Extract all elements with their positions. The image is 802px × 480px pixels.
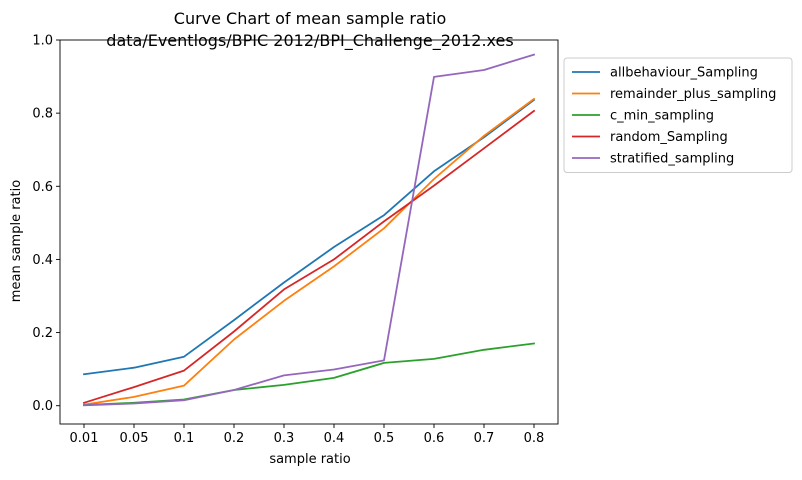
legend-label: c_min_sampling — [610, 109, 714, 124]
x-tick-label: 0.05 — [120, 431, 149, 446]
legend-label: remainder_plus_sampling — [610, 87, 776, 102]
y-tick-label: 0.2 — [32, 326, 53, 341]
chart-title-line1: Curve Chart of mean sample ratio — [174, 9, 446, 28]
x-tick-label: 0.7 — [474, 431, 495, 446]
legend-label: random_Sampling — [610, 130, 728, 145]
y-tick-label: 0.8 — [32, 107, 53, 122]
series-line-c_min_sampling — [83, 342, 536, 406]
x-tick-label: 0.6 — [424, 431, 445, 446]
x-tick-label: 0.8 — [524, 431, 545, 446]
plot-marks: 0.01 0.05 0.1 0.2 0.3 0.4 0.5 0.6 0.7 0.8 0.0 0.2 0.… — [32, 34, 793, 446]
y-tick-label: 0.0 — [32, 399, 53, 414]
x-tick-label: 0.1 — [174, 431, 195, 446]
x-tick-label: 0.2 — [224, 431, 245, 446]
plot-frame — [59, 39, 559, 425]
y-axis-label: mean sample ratio — [9, 180, 24, 302]
x-tick-label: 0.01 — [70, 431, 99, 446]
x-axis-label: sample ratio — [269, 452, 350, 467]
x-tick-label: 0.5 — [374, 431, 395, 446]
x-tick-label: 0.4 — [324, 431, 345, 446]
series-line-random_Sampling — [82, 109, 536, 404]
y-tick-label: 0.4 — [32, 253, 53, 268]
legend-label: allbehaviour_Sampling — [610, 66, 758, 81]
y-tick-label: 0.6 — [32, 180, 53, 195]
series-line-remainder_plus_sampling — [82, 97, 536, 406]
series-line-allbehaviour_Sampling — [82, 98, 536, 376]
y-tick-label: 1.0 — [32, 34, 53, 49]
series-line-stratified_sampling — [83, 53, 536, 407]
x-tick-label: 0.3 — [274, 431, 295, 446]
legend-box — [563, 57, 793, 173]
chart-title-line2: data/Eventlogs/BPIC 2012/BPI_Challenge_2… — [106, 31, 513, 51]
legend-label: stratified_sampling — [610, 152, 734, 167]
